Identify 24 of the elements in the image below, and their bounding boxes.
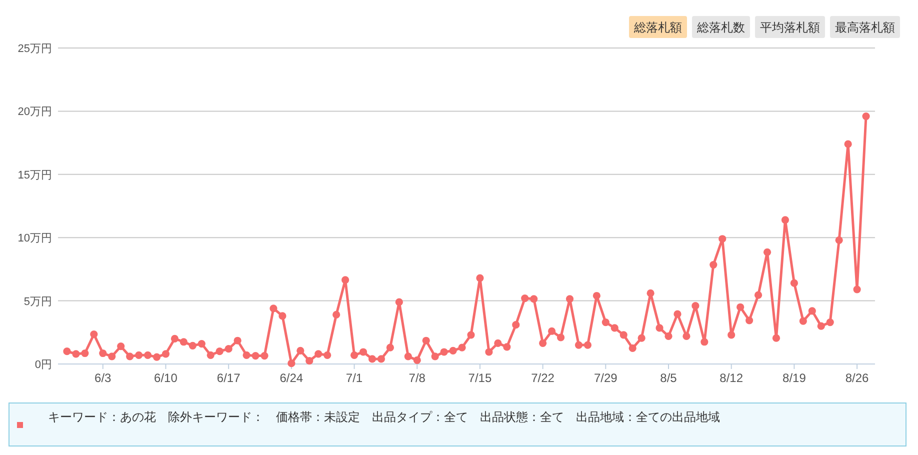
x-tick-label: 7/15 xyxy=(468,371,492,385)
y-tick-label: 0円 xyxy=(34,359,52,371)
text: キーワード：あの花 除外キーワード： 価格帯：未設定 出品タイプ：全て 出品状態：全て 出品地域：全ての出品地域 xyxy=(48,410,720,424)
x-tick-label: 6/10 xyxy=(154,371,178,385)
y-tick-label: 20万円 xyxy=(18,106,52,118)
x-tick-label: 6/24 xyxy=(280,371,304,385)
x-tick-label: 8/26 xyxy=(845,371,870,385)
x-tick-label: 8/5 xyxy=(660,371,678,385)
text: 平均落札額 xyxy=(760,20,820,34)
y-tick-label: 25万円 xyxy=(18,43,52,55)
y-tick-label: 10万円 xyxy=(18,232,52,245)
x-tick-label: 7/22 xyxy=(531,371,555,385)
y-tick-label: 15万円 xyxy=(18,169,52,182)
x-tick-label: 7/8 xyxy=(408,371,426,385)
y-tick-label: 5万円 xyxy=(24,296,52,308)
x-tick-label: 8/19 xyxy=(782,371,806,385)
x-tick-label: 8/12 xyxy=(720,371,744,385)
x-tick-label: 6/17 xyxy=(216,371,241,385)
text: 総落札数 xyxy=(696,20,745,34)
x-tick-label: 7/1 xyxy=(346,371,363,385)
x-tick-label: 6/3 xyxy=(94,371,112,385)
text: 総落札額 xyxy=(633,20,682,34)
x-tick-label: 7/29 xyxy=(594,371,618,385)
text: 最高落札額 xyxy=(835,20,895,34)
